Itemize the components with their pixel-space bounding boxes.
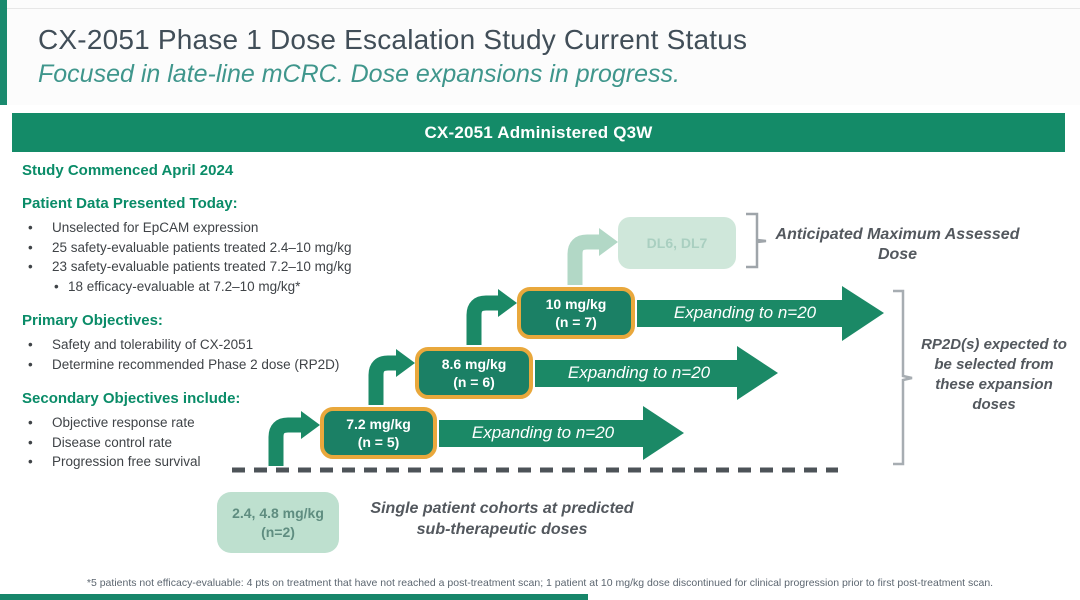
elbow-arrow-1-icon <box>466 295 498 345</box>
bullet-item: Unselected for EpCAM expression <box>22 218 432 238</box>
elbow-arrow-future-icon <box>567 234 599 285</box>
primary-objectives-heading: Primary Objectives: <box>22 312 163 329</box>
bullet-item: Safety and tolerability of CX-2051 <box>22 335 432 355</box>
bullet-item: 25 safety-evaluable patients treated 2.4… <box>22 238 432 258</box>
dose-value: 10 mg/kg <box>545 296 607 312</box>
rp2d-bracket-icon <box>893 289 913 466</box>
dose-value: 2.4, 4.8 mg/kg <box>232 504 324 521</box>
dose-box-10mgkg: 10 mg/kg (n = 7) <box>517 287 635 339</box>
future-dose-box: DL6, DL7 <box>618 217 736 269</box>
patient-data-heading: Patient Data Presented Today: <box>22 195 238 212</box>
page-subtitle: Focused in late-line mCRC. Dose expansio… <box>38 60 680 88</box>
subtherapeutic-caption: Single patient cohorts at predicted sub-… <box>370 500 634 538</box>
dose-box-8-6mgkg: 8.6 mg/kg (n = 6) <box>415 347 533 399</box>
header-divider <box>0 8 1080 9</box>
primary-objectives-bullets: Safety and tolerability of CX-2051 Deter… <box>22 335 432 374</box>
dose-value: 7.2 mg/kg <box>346 416 411 432</box>
bullet-item: Objective response rate <box>22 413 432 433</box>
study-commenced-heading: Study Commenced April 2024 <box>22 162 234 179</box>
rp2d-expectation-label: RP2D(s) expected to be selected from the… <box>921 336 1067 413</box>
subtherapeutic-dose-box: 2.4, 4.8 mg/kg (n=2) <box>217 492 339 553</box>
page-title: CX-2051 Phase 1 Dose Escalation Study Cu… <box>38 24 748 55</box>
bullet-item: Progression free survival <box>22 452 432 472</box>
anticipated-max-dose-label: Anticipated Maximum Assessed Dose <box>775 226 1020 263</box>
dose-n: (n=2) <box>261 523 295 540</box>
left-panel: Study Commenced April 2024 Patient Data … <box>22 162 432 488</box>
bullet-item: Disease control rate <box>22 433 432 453</box>
bullet-item: Determine recommended Phase 2 dose (RP2D… <box>22 355 432 375</box>
secondary-objectives-bullets: Objective response rate Disease control … <box>22 413 432 472</box>
dose-n: (n = 7) <box>555 314 597 330</box>
elbow-arrowhead-future-icon <box>599 228 618 256</box>
expansion-label-3: Expanding to n=20 <box>471 423 615 442</box>
dose-value: 8.6 mg/kg <box>441 356 507 372</box>
bottom-accent-bar <box>0 594 588 600</box>
dose-n: (n = 5) <box>357 434 400 450</box>
study-commenced-section: Study Commenced April 2024 <box>22 162 432 179</box>
dose-n: (n = 6) <box>453 374 495 390</box>
patient-data-section: Patient Data Presented Today: Unselected… <box>22 195 432 296</box>
left-accent-bar <box>0 0 7 105</box>
primary-objectives-section: Primary Objectives: Safety and tolerabil… <box>22 312 432 374</box>
dose-box-7-2mgkg: 7.2 mg/kg (n = 5) <box>320 407 437 459</box>
patient-data-bullets: Unselected for EpCAM expression 25 safet… <box>22 218 432 296</box>
elbow-arrowhead-1-icon <box>498 289 517 317</box>
header: CX-2051 Phase 1 Dose Escalation Study Cu… <box>0 0 1080 105</box>
expansion-label-1: Expanding to n=20 <box>673 303 817 322</box>
footnote: *5 patients not efficacy-evaluable: 4 pt… <box>86 577 994 589</box>
secondary-objectives-section: Secondary Objectives include: Objective … <box>22 390 432 472</box>
sub-bullet-item: 18 efficacy-evaluable at 7.2–10 mg/kg* <box>22 277 432 297</box>
expansion-label-2: Expanding to n=20 <box>567 363 711 382</box>
bullet-item: 23 safety-evaluable patients treated 7.2… <box>22 257 432 277</box>
administration-banner: CX-2051 Administered Q3W <box>12 113 1065 152</box>
anticipated-bracket-icon <box>746 212 767 269</box>
secondary-objectives-heading: Secondary Objectives include: <box>22 390 241 407</box>
